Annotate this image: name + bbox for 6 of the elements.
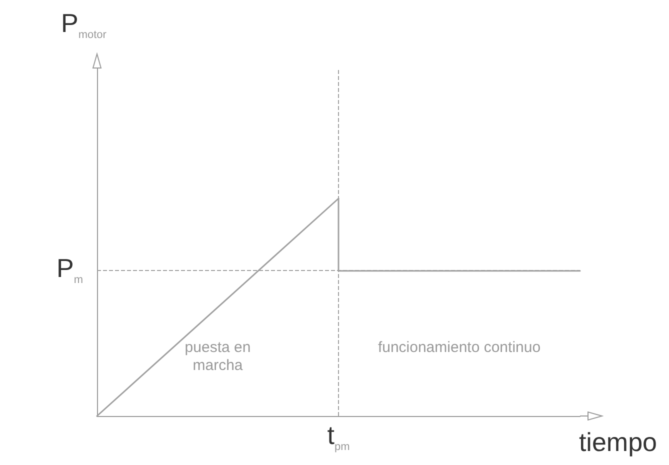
ref-line-label: P$_{m}$ — [56, 252, 83, 288]
annotation: funcionamiento continuo — [376, 339, 542, 358]
x-axis-title: tiempo — [578, 427, 658, 457]
text: P$_{motor}$ — [61, 8, 106, 43]
text: t$_{pm}$ — [326, 420, 351, 456]
annotation: puesta en marcha — [184, 339, 252, 376]
